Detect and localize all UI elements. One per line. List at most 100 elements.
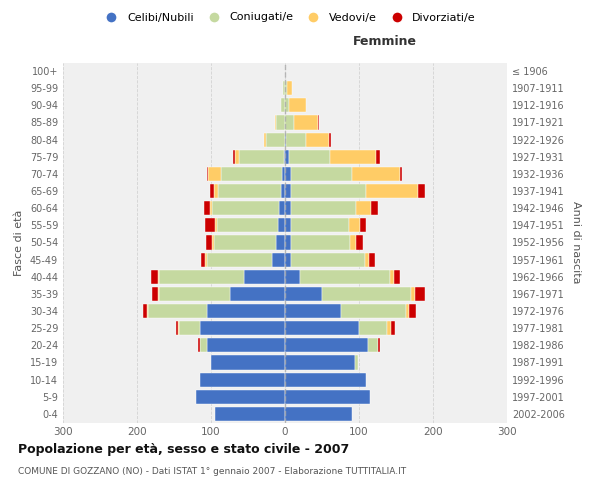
Bar <box>415 287 425 301</box>
Bar <box>283 81 285 95</box>
Bar <box>282 167 285 181</box>
Bar <box>285 338 368 352</box>
Bar <box>411 287 415 301</box>
Bar <box>158 270 159 284</box>
Bar <box>214 184 218 198</box>
Bar <box>244 270 285 284</box>
Bar <box>205 218 215 232</box>
Bar <box>355 356 358 370</box>
Bar <box>281 184 285 198</box>
Y-axis label: Anni di nascita: Anni di nascita <box>571 201 581 284</box>
Bar <box>159 270 244 284</box>
Bar <box>285 150 289 164</box>
Bar <box>285 372 367 386</box>
Bar <box>206 167 208 181</box>
Bar <box>291 252 365 266</box>
Bar <box>230 287 285 301</box>
Bar <box>285 167 291 181</box>
Bar <box>285 201 291 215</box>
Bar <box>208 167 221 181</box>
Bar <box>200 321 285 335</box>
Bar <box>367 184 418 198</box>
Bar <box>289 150 330 164</box>
Bar <box>221 167 282 181</box>
Bar <box>360 218 367 232</box>
Bar <box>218 184 281 198</box>
Bar <box>368 252 375 266</box>
Bar <box>199 338 200 352</box>
Bar <box>217 218 278 232</box>
Bar <box>291 184 367 198</box>
Bar <box>306 132 329 146</box>
Bar <box>391 321 395 335</box>
Bar <box>206 236 212 250</box>
Bar <box>205 252 206 266</box>
Bar <box>272 252 285 266</box>
Bar <box>275 116 276 130</box>
Legend: Celibi/Nubili, Coniugati/e, Vedovi/e, Divorziati/e: Celibi/Nubili, Coniugati/e, Vedovi/e, Di… <box>96 8 480 27</box>
Bar <box>368 338 378 352</box>
Bar <box>276 116 285 130</box>
Bar <box>212 201 279 215</box>
Bar <box>279 201 285 215</box>
Bar <box>152 287 158 301</box>
Bar <box>394 270 400 284</box>
Bar <box>350 236 356 250</box>
Bar <box>291 236 350 250</box>
Bar <box>285 356 355 370</box>
Bar <box>178 321 179 335</box>
Bar <box>341 304 406 318</box>
Bar <box>317 116 319 130</box>
Bar <box>215 407 285 421</box>
Bar <box>390 270 394 284</box>
Bar <box>285 270 300 284</box>
Bar <box>286 132 306 146</box>
Bar <box>365 252 368 266</box>
Bar <box>209 201 212 215</box>
Text: Femmine: Femmine <box>353 35 417 48</box>
Bar <box>209 184 214 198</box>
Bar <box>158 287 159 301</box>
Bar <box>285 252 291 266</box>
Bar <box>387 321 391 335</box>
Bar <box>215 218 217 232</box>
Bar <box>376 150 380 164</box>
Bar <box>329 132 331 146</box>
Bar <box>143 304 146 318</box>
Bar <box>406 304 409 318</box>
Bar <box>285 81 287 95</box>
Bar <box>146 304 148 318</box>
Bar <box>179 321 200 335</box>
Bar <box>263 132 266 146</box>
Bar <box>356 236 363 250</box>
Bar <box>409 304 416 318</box>
Bar <box>148 304 208 318</box>
Bar <box>285 321 359 335</box>
Bar <box>285 304 341 318</box>
Bar <box>212 236 214 250</box>
Bar <box>285 116 294 130</box>
Bar <box>285 287 322 301</box>
Bar <box>352 167 400 181</box>
Bar <box>278 218 285 232</box>
Bar <box>285 390 370 404</box>
Bar <box>200 372 285 386</box>
Bar <box>291 167 352 181</box>
Bar <box>418 184 425 198</box>
Bar <box>285 184 291 198</box>
Bar <box>211 356 285 370</box>
Bar <box>356 201 371 215</box>
Text: COMUNE DI GOZZANO (NO) - Dati ISTAT 1° gennaio 2007 - Elaborazione TUTTITALIA.IT: COMUNE DI GOZZANO (NO) - Dati ISTAT 1° g… <box>18 468 406 476</box>
Bar <box>287 81 292 95</box>
Bar <box>330 150 376 164</box>
Bar <box>289 98 306 112</box>
Bar <box>203 201 209 215</box>
Bar <box>378 338 380 352</box>
Bar <box>200 338 208 352</box>
Bar <box>300 270 390 284</box>
Bar <box>285 236 291 250</box>
Bar <box>235 150 239 164</box>
Bar <box>202 252 205 266</box>
Bar <box>322 287 411 301</box>
Bar <box>276 236 285 250</box>
